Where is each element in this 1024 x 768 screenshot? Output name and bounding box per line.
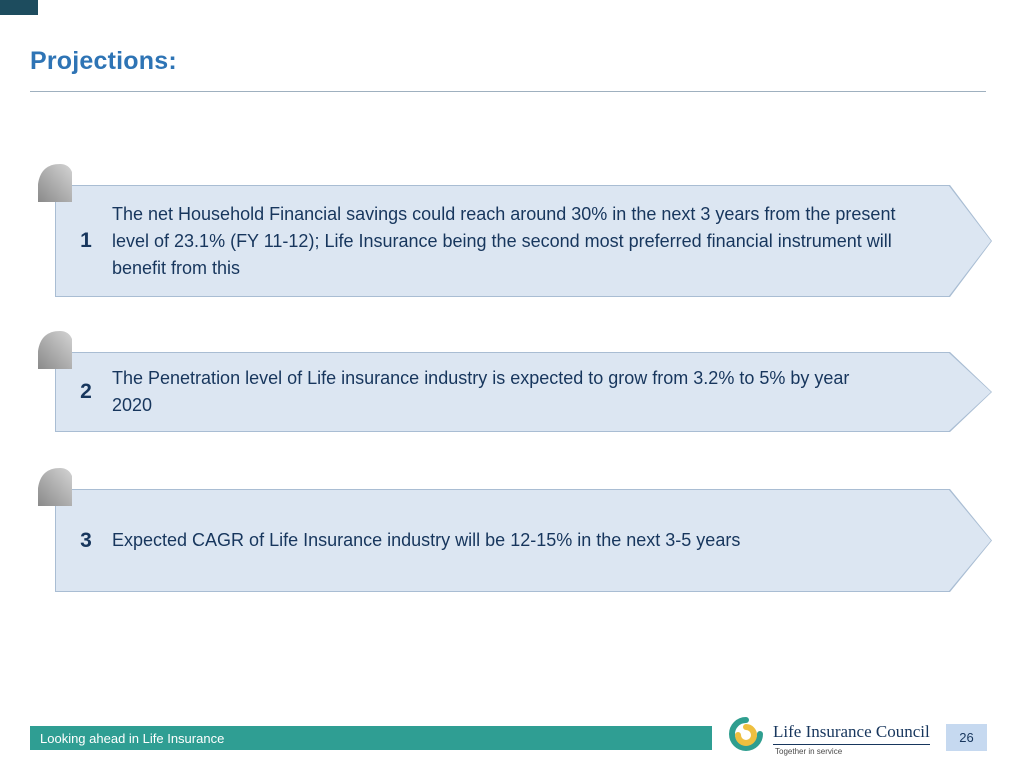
banner-text: The Penetration level of Life insurance … xyxy=(112,368,850,415)
ribbon-fold-icon xyxy=(38,164,72,202)
ribbon-fold-icon xyxy=(38,468,72,506)
banner-number: 2 xyxy=(80,380,92,403)
corner-accent xyxy=(0,0,38,15)
projection-banner-1: 1 The net Household Financial savings co… xyxy=(38,164,992,297)
banner-text: Expected CAGR of Life Insurance industry… xyxy=(112,530,741,550)
page-number-badge: 26 xyxy=(946,724,987,751)
banner-number: 1 xyxy=(80,229,92,252)
banner-arrow-fill xyxy=(56,186,991,296)
projection-banner-3: 3 Expected CAGR of Life Insurance indust… xyxy=(38,468,992,592)
page-title: Projections: xyxy=(30,47,177,75)
footer-text: Looking ahead in Life Insurance xyxy=(40,730,225,746)
footer-bar: Looking ahead in Life Insurance xyxy=(30,726,712,750)
banner-number: 3 xyxy=(80,528,92,552)
projection-banner-2: 2 The Penetration level of Life insuranc… xyxy=(38,331,992,432)
logo-text: Life Insurance Council Together in servi… xyxy=(773,716,930,756)
banner-arrow-fill xyxy=(56,353,991,431)
ribbon-fold-icon xyxy=(38,331,72,369)
page-number: 26 xyxy=(959,730,974,745)
title-divider xyxy=(30,91,986,92)
banner-arrow-fill xyxy=(56,490,991,591)
logo-tagline: Together in service xyxy=(775,747,843,756)
logo-name: Life Insurance Council xyxy=(773,722,930,745)
banner-text: The net Household Financial savings coul… xyxy=(112,203,896,278)
logo-swirl-icon xyxy=(729,717,763,751)
logo: Life Insurance Council Together in servi… xyxy=(727,716,930,756)
